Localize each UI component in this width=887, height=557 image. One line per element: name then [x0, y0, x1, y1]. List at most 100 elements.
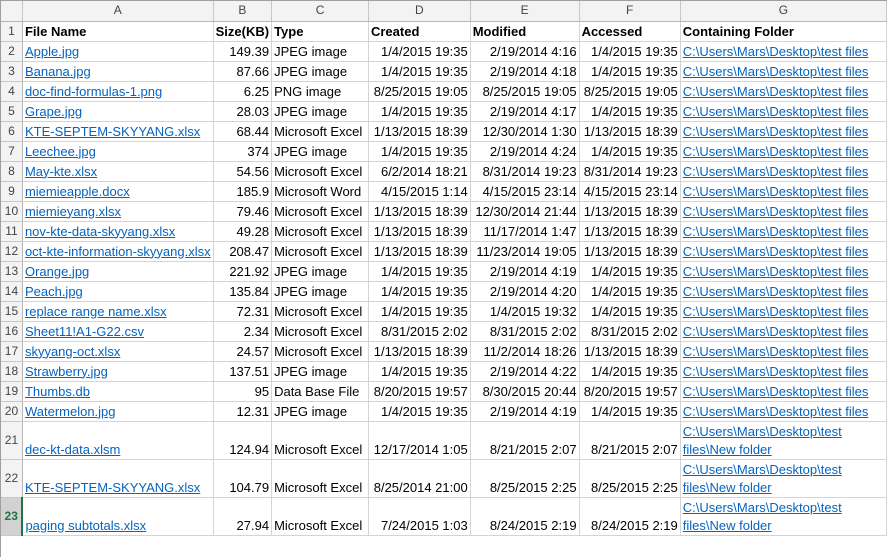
row-header[interactable]: 23	[1, 497, 24, 536]
size-cell[interactable]: 24.57	[213, 341, 273, 362]
file-name-link[interactable]: KTE-SEPTEM-SKYYANG.xlsx	[22, 459, 214, 498]
folder-link[interactable]: C:\Users\Mars\Desktop\test files	[680, 281, 887, 302]
file-name-link[interactable]: Thumbs.db	[22, 381, 214, 402]
folder-link[interactable]: C:\Users\Mars\Desktop\test files	[680, 101, 887, 122]
created-cell[interactable]: 4/15/2015 1:14	[368, 181, 471, 202]
file-name-link[interactable]: Banana.jpg	[22, 61, 214, 82]
size-cell[interactable]: 72.31	[213, 301, 273, 322]
folder-link[interactable]: C:\Users\Mars\Desktop\test files	[680, 121, 887, 142]
folder-link[interactable]: C:\Users\Mars\Desktop\test files	[680, 181, 887, 202]
row-header[interactable]: 9	[1, 181, 23, 202]
type-cell[interactable]: Microsoft Excel	[271, 459, 369, 498]
accessed-cell[interactable]: 8/24/2015 2:19	[579, 497, 681, 536]
type-cell[interactable]: Microsoft Excel	[271, 421, 369, 460]
type-cell[interactable]: Microsoft Excel	[271, 301, 369, 322]
row-header[interactable]: 14	[1, 281, 23, 302]
folder-link[interactable]: C:\Users\Mars\Desktop\test files	[680, 341, 887, 362]
created-cell[interactable]: 1/13/2015 18:39	[368, 221, 471, 242]
header-cell-file-name[interactable]: File Name	[22, 21, 214, 42]
folder-link[interactable]: C:\Users\Mars\Desktop\test files\New fol…	[680, 421, 887, 460]
accessed-cell[interactable]: 1/4/2015 19:35	[579, 301, 681, 322]
file-name-link[interactable]: dec-kt-data.xlsm	[22, 421, 214, 460]
modified-cell[interactable]: 8/21/2015 2:07	[470, 421, 580, 460]
modified-cell[interactable]: 4/15/2015 23:14	[470, 181, 580, 202]
created-cell[interactable]: 1/4/2015 19:35	[368, 281, 471, 302]
size-cell[interactable]: 374	[213, 141, 273, 162]
row-header[interactable]: 2	[1, 41, 23, 62]
modified-cell[interactable]: 2/19/2014 4:20	[470, 281, 580, 302]
column-header-d[interactable]: D	[368, 1, 471, 22]
row-header[interactable]: 3	[1, 61, 23, 82]
size-cell[interactable]: 208.47	[213, 241, 273, 262]
file-name-link[interactable]: oct-kte-information-skyyang.xlsx	[22, 241, 214, 262]
type-cell[interactable]: JPEG image	[271, 101, 369, 122]
size-cell[interactable]: 104.79	[213, 459, 273, 498]
row-header[interactable]: 4	[1, 81, 23, 102]
created-cell[interactable]: 12/17/2014 1:05	[368, 421, 471, 460]
type-cell[interactable]: Data Base File	[271, 381, 369, 402]
created-cell[interactable]: 8/20/2015 19:57	[368, 381, 471, 402]
type-cell[interactable]: Microsoft Excel	[271, 161, 369, 182]
row-header[interactable]: 1	[1, 21, 23, 42]
row-header[interactable]: 6	[1, 121, 23, 142]
modified-cell[interactable]: 11/17/2014 1:47	[470, 221, 580, 242]
file-name-link[interactable]: KTE-SEPTEM-SKYYANG.xlsx	[22, 121, 214, 142]
size-cell[interactable]: 79.46	[213, 201, 273, 222]
created-cell[interactable]: 1/4/2015 19:35	[368, 61, 471, 82]
row-header[interactable]: 5	[1, 101, 23, 122]
created-cell[interactable]: 1/13/2015 18:39	[368, 241, 471, 262]
file-name-link[interactable]: Watermelon.jpg	[22, 401, 214, 422]
modified-cell[interactable]: 8/25/2015 19:05	[470, 81, 580, 102]
row-header[interactable]: 16	[1, 321, 23, 342]
type-cell[interactable]: Microsoft Excel	[271, 221, 369, 242]
type-cell[interactable]: JPEG image	[271, 41, 369, 62]
accessed-cell[interactable]: 8/21/2015 2:07	[579, 421, 681, 460]
accessed-cell[interactable]: 1/13/2015 18:39	[579, 201, 681, 222]
row-header[interactable]: 21	[1, 421, 23, 460]
file-name-link[interactable]: Strawberry.jpg	[22, 361, 214, 382]
modified-cell[interactable]: 2/19/2014 4:19	[470, 401, 580, 422]
file-name-link[interactable]: Grape.jpg	[22, 101, 214, 122]
accessed-cell[interactable]: 1/4/2015 19:35	[579, 141, 681, 162]
file-name-link[interactable]: skyyang-oct.xlsx	[22, 341, 214, 362]
row-header[interactable]: 10	[1, 201, 23, 222]
modified-cell[interactable]: 8/25/2015 2:25	[470, 459, 580, 498]
folder-link[interactable]: C:\Users\Mars\Desktop\test files	[680, 361, 887, 382]
size-cell[interactable]: 2.34	[213, 321, 273, 342]
row-header[interactable]: 20	[1, 401, 23, 422]
file-name-link[interactable]: doc-find-formulas-1.png	[22, 81, 214, 102]
type-cell[interactable]: Microsoft Excel	[271, 241, 369, 262]
folder-link[interactable]: C:\Users\Mars\Desktop\test files	[680, 201, 887, 222]
modified-cell[interactable]: 1/4/2015 19:32	[470, 301, 580, 322]
modified-cell[interactable]: 8/31/2014 19:23	[470, 161, 580, 182]
folder-link[interactable]: C:\Users\Mars\Desktop\test files	[680, 241, 887, 262]
file-name-link[interactable]: Sheet11!A1-G22.csv	[22, 321, 214, 342]
file-name-link[interactable]: Orange.jpg	[22, 261, 214, 282]
row-header[interactable]: 7	[1, 141, 23, 162]
type-cell[interactable]: Microsoft Excel	[271, 321, 369, 342]
size-cell[interactable]: 27.94	[213, 497, 273, 536]
accessed-cell[interactable]: 8/20/2015 19:57	[579, 381, 681, 402]
type-cell[interactable]: Microsoft Excel	[271, 121, 369, 142]
accessed-cell[interactable]: 8/25/2015 19:05	[579, 81, 681, 102]
size-cell[interactable]: 6.25	[213, 81, 273, 102]
type-cell[interactable]: JPEG image	[271, 361, 369, 382]
accessed-cell[interactable]: 8/25/2015 2:25	[579, 459, 681, 498]
file-name-link[interactable]: May-kte.xlsx	[22, 161, 214, 182]
row-header[interactable]: 22	[1, 459, 23, 498]
type-cell[interactable]: JPEG image	[271, 261, 369, 282]
size-cell[interactable]: 87.66	[213, 61, 273, 82]
column-header-f[interactable]: F	[579, 1, 681, 22]
size-cell[interactable]: 221.92	[213, 261, 273, 282]
created-cell[interactable]: 1/4/2015 19:35	[368, 361, 471, 382]
created-cell[interactable]: 1/13/2015 18:39	[368, 341, 471, 362]
accessed-cell[interactable]: 1/4/2015 19:35	[579, 101, 681, 122]
created-cell[interactable]: 1/4/2015 19:35	[368, 401, 471, 422]
folder-link[interactable]: C:\Users\Mars\Desktop\test files	[680, 141, 887, 162]
row-header[interactable]: 19	[1, 381, 23, 402]
file-name-link[interactable]: Leechee.jpg	[22, 141, 214, 162]
folder-link[interactable]: C:\Users\Mars\Desktop\test files	[680, 61, 887, 82]
size-cell[interactable]: 28.03	[213, 101, 273, 122]
accessed-cell[interactable]: 8/31/2015 2:02	[579, 321, 681, 342]
type-cell[interactable]: PNG image	[271, 81, 369, 102]
